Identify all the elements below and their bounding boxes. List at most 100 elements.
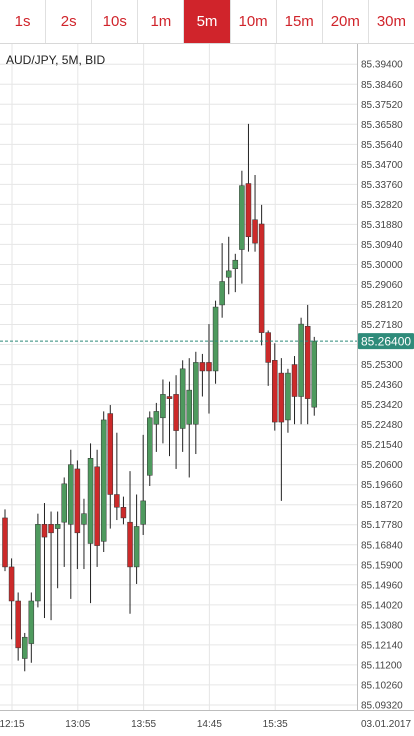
candle bbox=[21, 632, 28, 672]
timeframe-tab-10s[interactable]: 10s bbox=[92, 0, 139, 43]
timeframe-tab-30m[interactable]: 30m bbox=[376, 13, 407, 30]
timeframe-tab-1s[interactable]: 1s bbox=[0, 0, 47, 43]
candle-body-down bbox=[94, 466, 100, 546]
candle-body-up bbox=[54, 524, 61, 529]
candle bbox=[166, 381, 173, 457]
candle bbox=[48, 511, 54, 621]
price-tick-label: 85.13080 bbox=[361, 620, 403, 631]
candle-body-down bbox=[258, 223, 265, 333]
candle bbox=[232, 253, 239, 293]
candle-body-up bbox=[239, 185, 245, 250]
candle-body-down bbox=[272, 360, 278, 423]
timeframe-tab-10m[interactable]: 10m bbox=[231, 0, 277, 43]
candle-body-up bbox=[140, 500, 146, 525]
candle-body-down bbox=[41, 524, 48, 538]
candle-body-down bbox=[166, 396, 173, 399]
candle bbox=[120, 496, 127, 525]
candle-body-up bbox=[61, 483, 67, 523]
candle-body-down bbox=[265, 332, 271, 363]
candle-body-up bbox=[160, 394, 166, 419]
candle bbox=[311, 336, 318, 416]
candle bbox=[74, 460, 81, 570]
candle-body-up bbox=[68, 464, 74, 525]
candle bbox=[153, 402, 160, 452]
price-tick-label: 85.15900 bbox=[361, 560, 403, 571]
candle bbox=[160, 379, 166, 444]
candle-body-down bbox=[291, 364, 298, 397]
candle bbox=[285, 368, 291, 433]
candle-body-up bbox=[225, 270, 232, 278]
current-price-tag-bg bbox=[358, 333, 414, 350]
candle bbox=[147, 411, 153, 486]
candle-body-down bbox=[74, 468, 81, 534]
price-tick-label: 85.36580 bbox=[361, 120, 403, 131]
price-tick-label: 85.31880 bbox=[361, 220, 403, 231]
candle bbox=[199, 353, 206, 397]
current-price-label: 85.26400 bbox=[361, 335, 411, 349]
price-tick-label: 85.28120 bbox=[361, 300, 403, 311]
price-tick-label: 85.34700 bbox=[361, 160, 403, 171]
timeframe-tab-1m[interactable]: 1m bbox=[138, 0, 185, 43]
price-tick-label: 85.10260 bbox=[361, 680, 403, 691]
candle bbox=[41, 503, 48, 619]
candle bbox=[173, 375, 179, 469]
candle-body-down bbox=[48, 524, 54, 534]
candle bbox=[81, 498, 87, 570]
candle bbox=[94, 449, 100, 567]
price-tick-label: 85.32820 bbox=[361, 200, 403, 211]
candle-body-down bbox=[245, 183, 252, 238]
candle bbox=[193, 351, 199, 455]
candle bbox=[15, 592, 21, 661]
price-tick-label: 85.30000 bbox=[361, 260, 403, 271]
price-tick-label: 85.12140 bbox=[361, 640, 403, 651]
price-tick-label: 85.22480 bbox=[361, 420, 403, 431]
candle bbox=[179, 360, 186, 452]
candle-body-down bbox=[8, 566, 15, 602]
candle-body-up bbox=[193, 362, 199, 425]
time-tick-label: 12:15 bbox=[0, 719, 25, 730]
candle-body-up bbox=[133, 526, 140, 568]
timeframe-tab-2s[interactable]: 2s bbox=[46, 0, 93, 43]
price-tick-label: 85.24360 bbox=[361, 380, 403, 391]
price-tick-label: 85.18720 bbox=[361, 500, 403, 511]
candle bbox=[272, 343, 278, 431]
timeframe-tab-20m[interactable]: 20m bbox=[323, 0, 369, 43]
candlestick-chart[interactable]: 85.09320 85.10260 85.11200 85.12140 85.13080… bbox=[0, 44, 414, 736]
horizontal-grid bbox=[0, 63, 357, 706]
candle-body-down bbox=[127, 521, 133, 568]
candle bbox=[186, 358, 192, 478]
price-tick-label: 85.19660 bbox=[361, 480, 403, 491]
candle bbox=[54, 511, 61, 589]
price-tick-label: 85.25300 bbox=[361, 360, 403, 371]
candle-body-up bbox=[100, 419, 107, 542]
candle-body-up bbox=[311, 340, 318, 408]
price-tick-label: 85.11200 bbox=[361, 660, 402, 671]
time-axis: 12:15 13:05 13:55 14:45 15:35 bbox=[0, 719, 288, 730]
price-tick-label: 85.39400 bbox=[361, 60, 403, 71]
candle bbox=[212, 300, 219, 384]
candle bbox=[219, 243, 225, 318]
candle-body-down bbox=[252, 219, 258, 244]
candle-body-up bbox=[87, 458, 94, 544]
time-tick-label: 14:45 bbox=[197, 719, 222, 730]
price-tick-label: 85.17780 bbox=[361, 520, 403, 531]
candle bbox=[28, 592, 35, 663]
candle bbox=[298, 317, 304, 425]
candle bbox=[278, 358, 285, 501]
candle-body-up bbox=[298, 323, 304, 397]
candle bbox=[2, 509, 8, 572]
timeframe-tab-5m[interactable]: 5m bbox=[184, 0, 231, 43]
timeframe-tab-15m[interactable]: 15m bbox=[277, 0, 323, 43]
price-tick-label: 85.33760 bbox=[361, 180, 403, 191]
candle-body-up bbox=[232, 259, 239, 269]
candle-body-up bbox=[179, 368, 186, 429]
time-tick-label: 13:05 bbox=[65, 719, 90, 730]
candle bbox=[107, 405, 114, 529]
candle bbox=[68, 449, 74, 599]
candle-body-down bbox=[173, 394, 179, 431]
time-tick-label: 13:55 bbox=[131, 719, 156, 730]
candle bbox=[100, 411, 107, 553]
candle bbox=[265, 330, 271, 386]
chart-title: AUD/JPY, 5M, BID bbox=[6, 53, 105, 67]
candle-body-down bbox=[114, 494, 120, 508]
